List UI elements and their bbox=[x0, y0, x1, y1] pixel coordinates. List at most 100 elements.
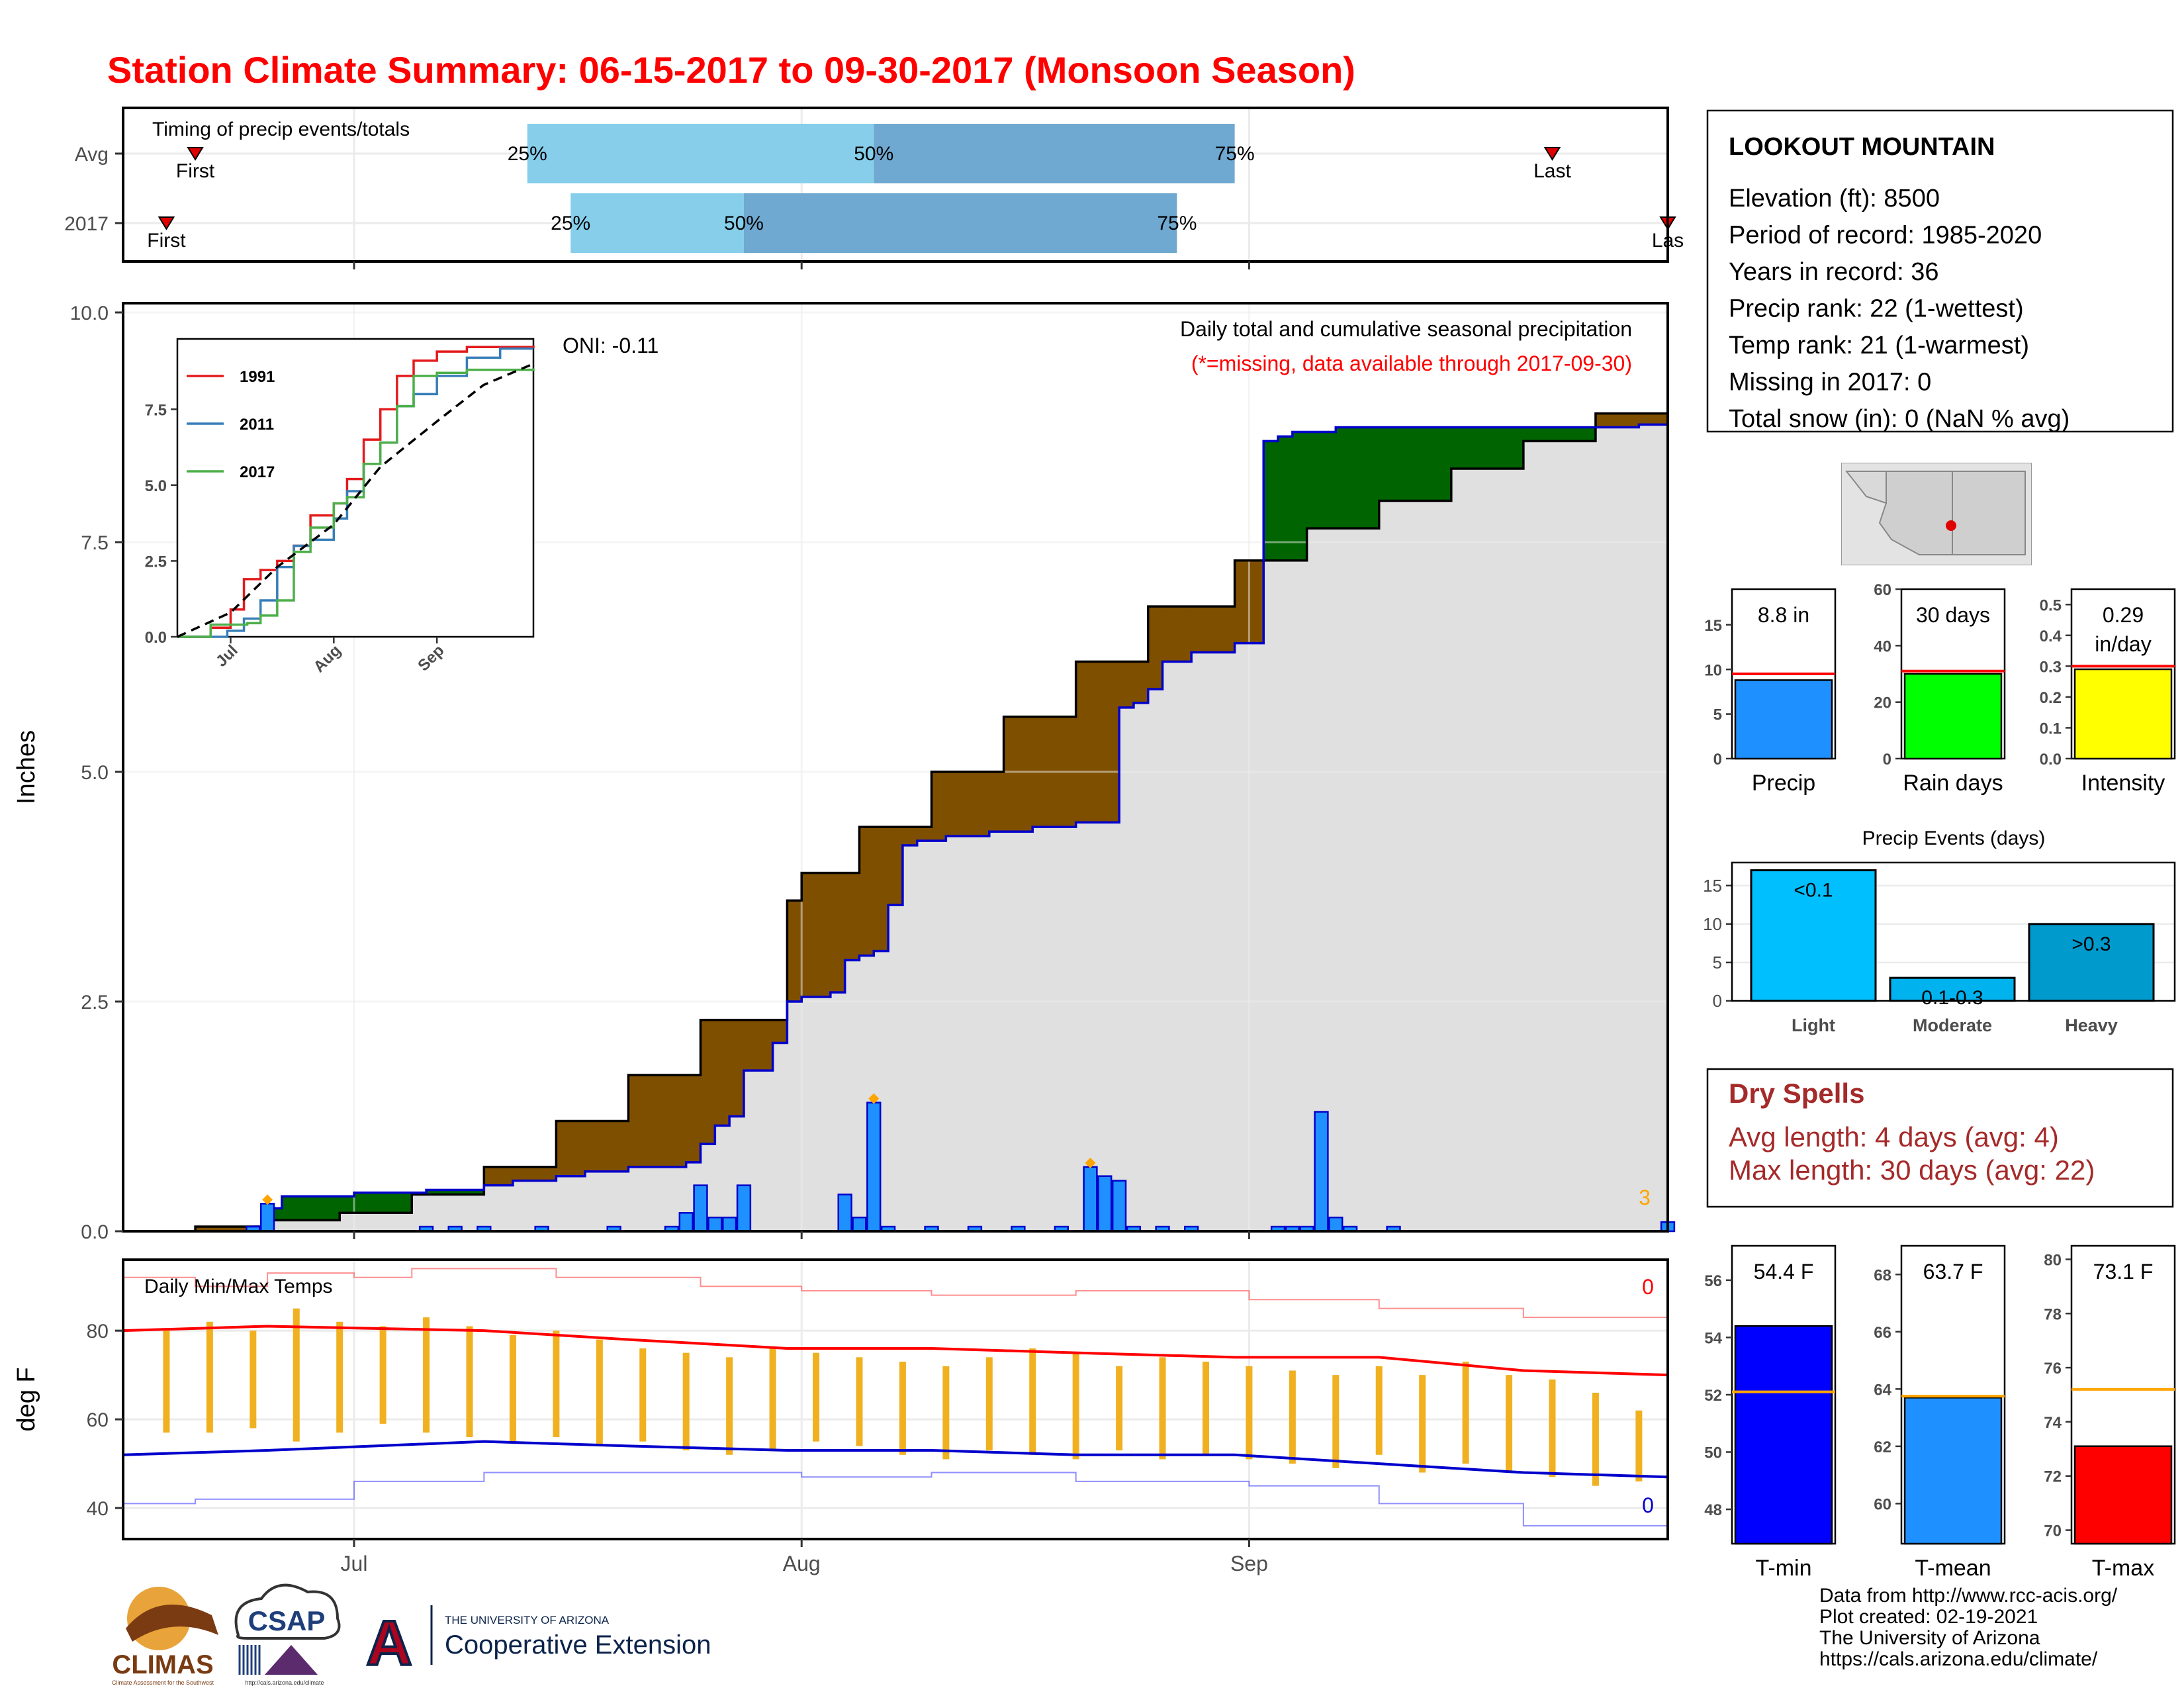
temp-x-tick-label: Jul bbox=[341, 1552, 368, 1575]
deficit-area bbox=[974, 772, 990, 837]
station-info-line: Temp rank: 21 (1-warmest) bbox=[1729, 332, 2029, 359]
deficit-area bbox=[1177, 606, 1192, 662]
surplus-area bbox=[1306, 432, 1322, 529]
daily-temp-bar bbox=[1549, 1379, 1556, 1477]
deficit-area bbox=[671, 1075, 687, 1167]
precip-events-y-tick-label: 15 bbox=[1703, 876, 1722, 896]
deficit-area bbox=[787, 900, 802, 1002]
surplus-area bbox=[354, 1192, 369, 1213]
daily-temp-bar bbox=[942, 1366, 950, 1460]
timing-row-name: 2017 bbox=[64, 213, 109, 235]
climas-logo-subtext: Climate Assessment for the Southwest bbox=[112, 1679, 214, 1686]
temp-x-tick-label: Aug bbox=[783, 1552, 821, 1575]
timing-first-label: First bbox=[147, 230, 186, 252]
surplus-area bbox=[1436, 427, 1452, 501]
timing-first-label: First bbox=[176, 160, 215, 182]
precip-events-frame bbox=[1731, 861, 2176, 1002]
tmax-chart-category-label: T-max bbox=[2092, 1556, 2154, 1581]
climas-swoosh-icon bbox=[126, 1605, 218, 1642]
surplus-area bbox=[1480, 427, 1495, 469]
timing-q50-label: 50% bbox=[854, 143, 893, 165]
timing-q50-label: 50% bbox=[724, 212, 764, 234]
deficit-area bbox=[541, 1166, 557, 1181]
deficit-area bbox=[1653, 413, 1668, 425]
avg-max-line bbox=[122, 1325, 1668, 1377]
precip-y-tick-label: 0.0 bbox=[81, 1221, 109, 1243]
temp-max-count-label: 0 bbox=[1642, 1275, 1654, 1299]
tmean-chart: 60 62 64 66 68 63.7 F T-mean bbox=[1874, 1244, 2006, 1581]
intensity-chart-value-label2: in/day bbox=[2095, 632, 2151, 656]
surplus-area bbox=[296, 1196, 312, 1221]
deficit-area bbox=[844, 872, 860, 961]
precip-total-chart-y-tick-label: 15 bbox=[1704, 617, 1722, 635]
precip-chart-title: Daily total and cumulative seasonal prec… bbox=[1180, 317, 1632, 341]
precip-events-bar-label: <0.1 bbox=[1794, 880, 1833, 902]
surplus-area bbox=[368, 1192, 384, 1213]
tmax-chart-y-tick-label: 78 bbox=[2044, 1305, 2062, 1323]
inset-panel bbox=[176, 338, 535, 638]
tmin-chart: 48 50 52 54 56 54.4 F T-min bbox=[1704, 1244, 1837, 1581]
surplus-area bbox=[1292, 432, 1308, 561]
precip-y-tick-label: 5.0 bbox=[81, 762, 109, 784]
surplus-area bbox=[1494, 427, 1510, 469]
deficit-area bbox=[917, 827, 933, 841]
daily-precip-bar bbox=[1314, 1111, 1329, 1233]
surplus-area bbox=[1465, 427, 1481, 469]
precip-chart-subtitle: (*=missing, data available through 2017-… bbox=[1191, 352, 1632, 375]
deficit-area bbox=[946, 772, 961, 837]
daily-temp-bar bbox=[423, 1317, 430, 1433]
surplus-area bbox=[1509, 427, 1524, 469]
daily-temp-bar bbox=[1202, 1362, 1209, 1455]
deficit-area bbox=[743, 1019, 759, 1071]
timing-row-name: Avg bbox=[75, 144, 109, 165]
daily-temp-bar bbox=[682, 1352, 690, 1451]
intensity-chart-y-tick-label: 0.5 bbox=[2040, 596, 2062, 614]
deficit-area bbox=[1003, 716, 1019, 832]
daily-temp-bar bbox=[985, 1357, 993, 1451]
deficit-area bbox=[1090, 661, 1105, 823]
daily-precip-bar bbox=[721, 1216, 737, 1233]
precip-total-chart-y-tick-label: 5 bbox=[1713, 706, 1722, 724]
precip-total-chart-y-tick-label: 0 bbox=[1713, 751, 1722, 769]
inset-y-tick-label: 0.0 bbox=[145, 629, 167, 647]
station-info-line: Period of record: 1985-2020 bbox=[1729, 222, 2042, 250]
inset-y-tick-label: 2.5 bbox=[145, 553, 167, 571]
deficit-area bbox=[1234, 560, 1250, 643]
daily-precip-bar bbox=[866, 1102, 882, 1233]
deficit-area bbox=[874, 827, 889, 951]
intensity-chart-category-label: Intensity bbox=[2081, 771, 2165, 796]
deficit-area bbox=[1105, 661, 1120, 823]
precip-events-bar-label: 0.1-0.3 bbox=[1921, 987, 1983, 1009]
temp-y-tick-label: 40 bbox=[87, 1498, 109, 1520]
deficit-area bbox=[1220, 606, 1236, 653]
precip-panel-border bbox=[122, 302, 1669, 1233]
daily-precip-marker bbox=[262, 1194, 273, 1205]
record-max-line bbox=[123, 1268, 1668, 1327]
csap-logo-url: http://cals.arizona.edu/climate bbox=[245, 1679, 324, 1686]
temp-y-tick-label: 80 bbox=[87, 1321, 109, 1342]
daily-temp-bar bbox=[1159, 1357, 1166, 1460]
surplus-area bbox=[383, 1192, 398, 1213]
deficit-area bbox=[527, 1166, 543, 1181]
deficit-area bbox=[715, 1019, 730, 1126]
daily-precip-bar bbox=[707, 1216, 723, 1233]
surplus-area bbox=[1321, 432, 1336, 529]
deficit-area bbox=[512, 1166, 528, 1181]
surplus-area bbox=[426, 1190, 441, 1195]
daily-temp-bar bbox=[1246, 1366, 1253, 1460]
precip-y-tick-label: 2.5 bbox=[81, 992, 109, 1013]
footer-credit-line: Data from http://www.rcc-acis.org/ bbox=[1819, 1585, 2118, 1607]
deficit-area bbox=[1639, 413, 1654, 425]
daily-temp-bar bbox=[1072, 1352, 1079, 1460]
deficit-area bbox=[614, 1121, 629, 1172]
tmin-chart-y-tick-label: 56 bbox=[1704, 1272, 1722, 1290]
surplus-area bbox=[1263, 441, 1279, 561]
tmax-chart-value-label: 73.1 F bbox=[2093, 1260, 2154, 1284]
tmean-chart-y-tick-label: 66 bbox=[1874, 1324, 1891, 1342]
deficit-area bbox=[902, 827, 918, 846]
temp-y-tick-label: 60 bbox=[87, 1409, 109, 1431]
precip-events-bar bbox=[1889, 976, 2016, 1002]
deficit-area bbox=[989, 772, 1005, 832]
precip-total-chart-category-label: Precip bbox=[1752, 771, 1815, 796]
